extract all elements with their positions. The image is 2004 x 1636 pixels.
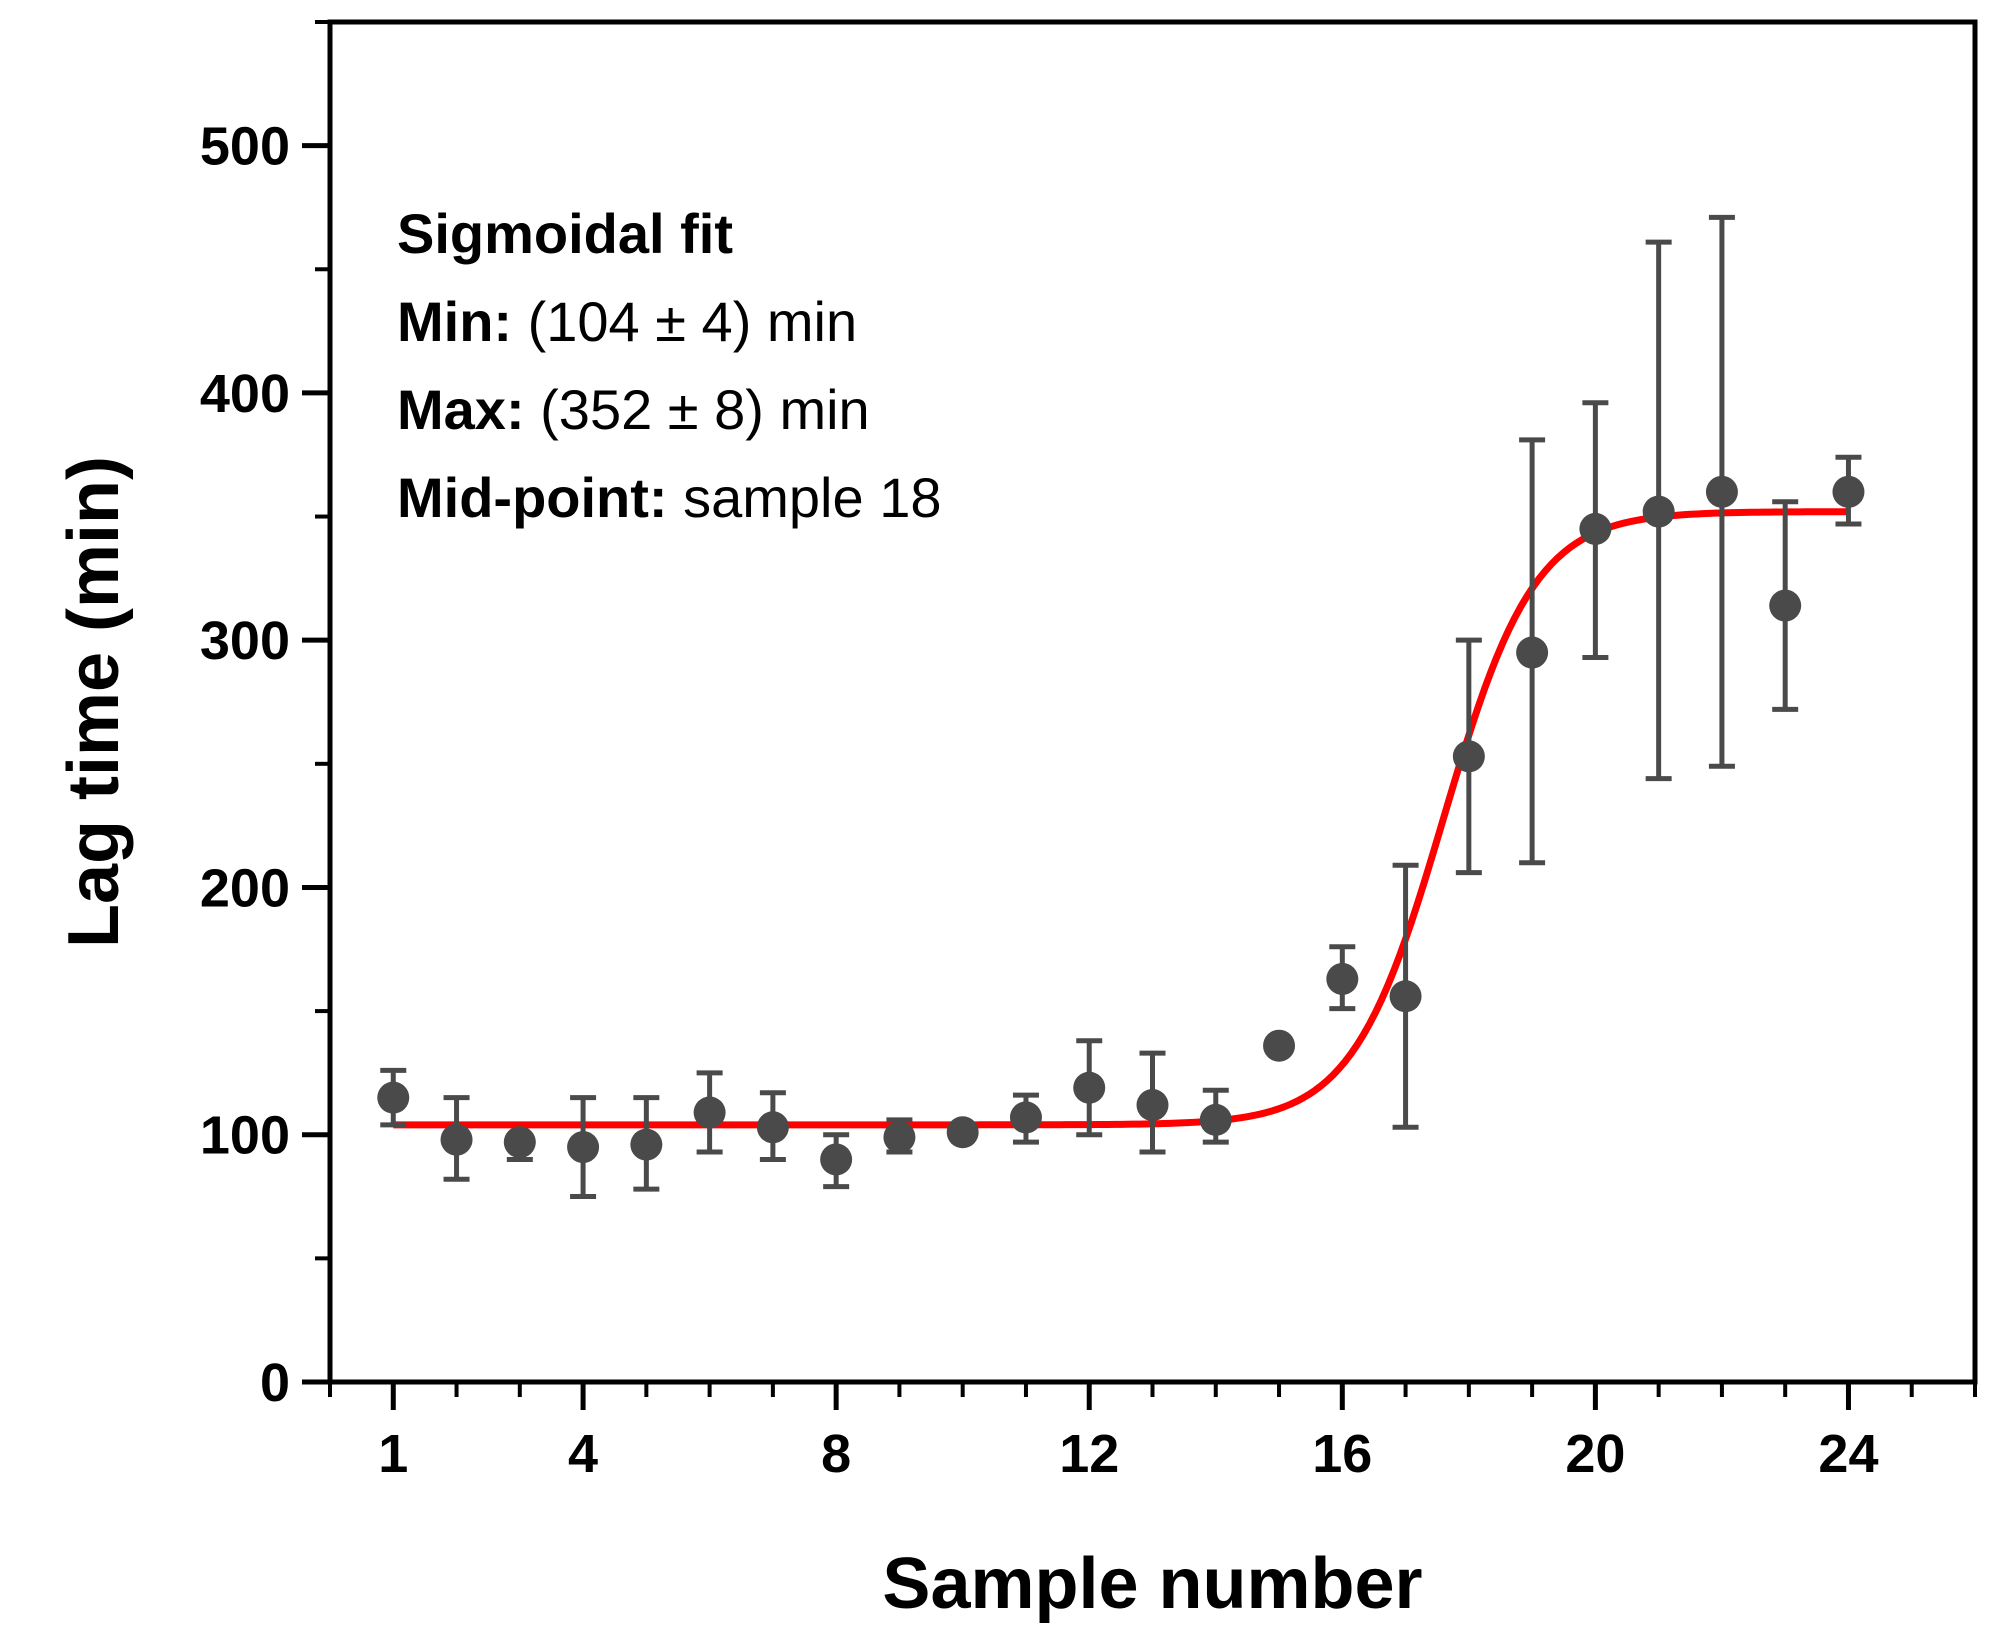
data-point [567, 1095, 600, 1200]
data-point [1263, 1029, 1296, 1062]
data-point [630, 1095, 663, 1192]
data-marker [1769, 589, 1802, 622]
data-marker [440, 1123, 473, 1156]
x-tick-label: 1 [378, 1424, 408, 1484]
data-marker [1263, 1029, 1296, 1062]
data-marker [1136, 1089, 1169, 1122]
data-marker [693, 1096, 726, 1129]
fit-curve [393, 508, 1849, 1129]
y-tick-label: 300 [200, 611, 290, 671]
x-tick-label: 16 [1312, 1424, 1372, 1484]
data-point [883, 1117, 916, 1155]
data-point [1769, 499, 1802, 712]
data-point [1199, 1087, 1232, 1145]
data-point [1389, 862, 1422, 1130]
data-point [1516, 437, 1549, 866]
data-point [503, 1126, 536, 1162]
x-tick-label: 8 [821, 1424, 851, 1484]
data-point [946, 1116, 979, 1149]
annotation-label: Max: [397, 378, 525, 441]
y-axis-title: Lag time (min) [54, 456, 134, 948]
data-point [440, 1095, 473, 1182]
data-marker [1516, 636, 1549, 669]
data-marker [1832, 475, 1865, 508]
x-tick-label: 20 [1565, 1424, 1625, 1484]
data-point [377, 1067, 410, 1128]
y-tick-label: 0 [260, 1353, 290, 1413]
data-point [693, 1070, 726, 1155]
annotation-value: (104 ± 4) min [512, 290, 857, 353]
annotation-value: sample 18 [668, 466, 942, 529]
x-axis-title: Sample number [882, 1544, 1422, 1624]
data-point [820, 1132, 853, 1190]
annotation-line: Mid-point: sample 18 [397, 466, 941, 529]
data-marker [630, 1128, 663, 1161]
annotation-line: Max: (352 ± 8) min [397, 378, 870, 441]
annotation-box: Sigmoidal fit Min: (104 ± 4) min Max: (352… [397, 202, 941, 529]
data-point [1452, 637, 1485, 876]
annotation-title: Sigmoidal fit [397, 202, 733, 265]
x-tick-label: 24 [1818, 1424, 1878, 1484]
y-tick-label: 100 [200, 1106, 290, 1166]
annotation-label: Mid-point: [397, 466, 668, 529]
data-marker [756, 1111, 789, 1144]
annotation-line: Min: (104 ± 4) min [397, 290, 857, 353]
data-marker [567, 1131, 600, 1164]
data-point [1579, 400, 1612, 660]
axes: 0 100 200 300 400 500 1 4 8 12 16 20 24 Sample number… [54, 19, 1978, 1624]
y-tick-label: 200 [200, 858, 290, 918]
data-point [756, 1090, 789, 1162]
data-point [1705, 214, 1738, 769]
x-tick-label: 4 [568, 1424, 598, 1484]
data-marker [1579, 512, 1612, 545]
data-marker [1009, 1101, 1042, 1134]
data-marker [503, 1126, 536, 1159]
data-point [1642, 239, 1675, 782]
data-marker [1199, 1103, 1232, 1136]
data-marker [820, 1143, 853, 1176]
data-marker [1073, 1071, 1106, 1104]
fit-curve-group [393, 508, 1849, 1129]
data-marker [377, 1081, 410, 1114]
data-point [1073, 1038, 1106, 1138]
data-marker [1642, 495, 1675, 528]
y-tick-label: 500 [200, 117, 290, 177]
data-marker [883, 1121, 916, 1154]
annotation-value: (352 ± 8) min [525, 378, 870, 441]
y-tick-label: 400 [200, 364, 290, 424]
data-marker [1389, 980, 1422, 1013]
data-points-group [377, 214, 1865, 1200]
data-point [1136, 1050, 1169, 1155]
data-point [1326, 944, 1359, 1012]
data-point [1009, 1092, 1042, 1145]
data-marker [1705, 475, 1738, 508]
data-marker [946, 1116, 979, 1149]
data-marker [1452, 740, 1485, 773]
annotation-label: Min: [397, 290, 512, 353]
data-marker [1326, 962, 1359, 995]
data-point [1832, 454, 1865, 527]
x-tick-label: 12 [1059, 1424, 1119, 1484]
